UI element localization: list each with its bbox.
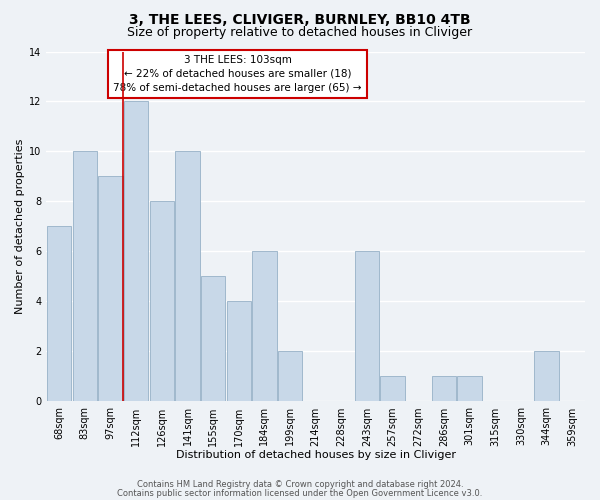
X-axis label: Distribution of detached houses by size in Cliviger: Distribution of detached houses by size … [176,450,456,460]
Bar [457,376,482,402]
Bar [252,252,277,402]
Bar [278,352,302,402]
Text: Size of property relative to detached houses in Cliviger: Size of property relative to detached ho… [127,26,473,39]
Text: 3 THE LEES: 103sqm
← 22% of detached houses are smaller (18)
78% of semi-detache: 3 THE LEES: 103sqm ← 22% of detached hou… [113,55,362,93]
Text: Contains HM Land Registry data © Crown copyright and database right 2024.: Contains HM Land Registry data © Crown c… [137,480,463,489]
Bar [201,276,225,402]
Bar [535,352,559,402]
Bar [380,376,405,402]
Bar [98,176,123,402]
Bar [432,376,456,402]
Bar [227,302,251,402]
Bar [73,152,97,402]
Bar [149,202,174,402]
Y-axis label: Number of detached properties: Number of detached properties [15,139,25,314]
Text: 3, THE LEES, CLIVIGER, BURNLEY, BB10 4TB: 3, THE LEES, CLIVIGER, BURNLEY, BB10 4TB [129,12,471,26]
Bar [355,252,379,402]
Bar [124,102,148,402]
Bar [47,226,71,402]
Bar [175,152,200,402]
Text: Contains public sector information licensed under the Open Government Licence v3: Contains public sector information licen… [118,488,482,498]
